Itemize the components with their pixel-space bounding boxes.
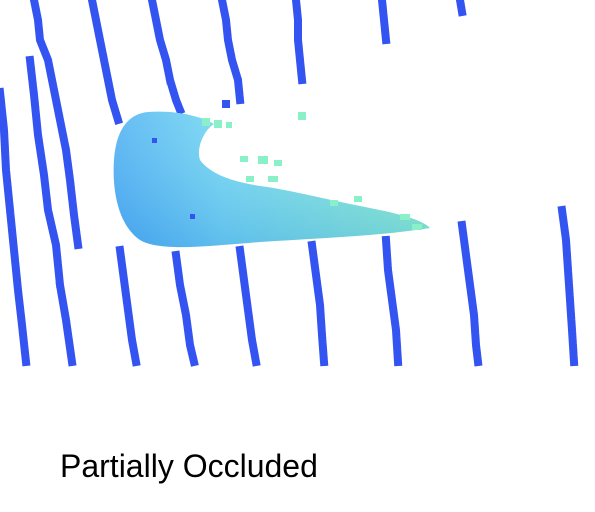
scattered-points (202, 112, 422, 230)
scan-line-13 (381, 235, 403, 367)
scan-line-8 (217, 0, 245, 105)
scan-line-10 (291, 0, 307, 85)
scan-line-1 (0, 87, 31, 367)
object-hollow (209, 134, 238, 174)
occluded-object (113, 100, 431, 248)
scan-line-9 (235, 245, 261, 367)
caption-label: Partially Occluded (60, 448, 318, 484)
scan-line-12 (377, 0, 391, 45)
scan-line-7 (171, 250, 199, 367)
scan-line-3 (29, 0, 83, 250)
lidar-point-cloud-figure (0, 0, 579, 367)
scan-lines (0, 0, 579, 367)
scan-line-16 (557, 205, 579, 367)
scan-line-14 (455, 0, 467, 17)
scan-line-6 (147, 0, 186, 116)
object-shade (113, 111, 431, 248)
scan-line-15 (457, 220, 483, 367)
scan-line-11 (307, 240, 329, 367)
stray-dark-points (152, 100, 230, 219)
scan-line-5 (115, 245, 141, 367)
scan-line-2 (25, 55, 77, 367)
scan-line-4 (87, 0, 123, 125)
